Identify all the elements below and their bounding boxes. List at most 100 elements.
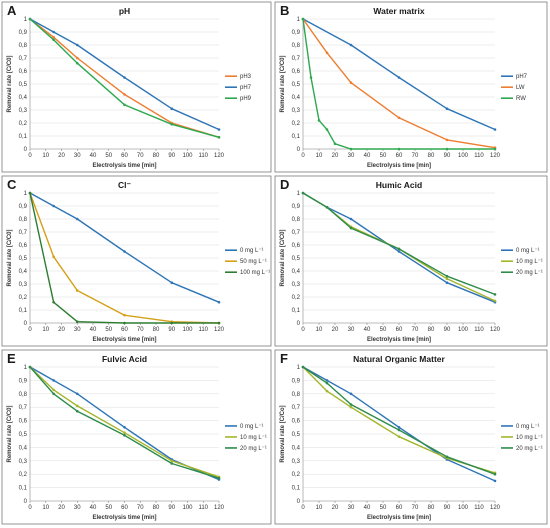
data-point	[349, 226, 353, 230]
x-tick-label: 80	[428, 327, 435, 333]
y-tick-label: 0,8	[19, 43, 28, 49]
data-point	[75, 404, 79, 408]
y-tick-label: 0,8	[19, 392, 28, 398]
data-point	[217, 300, 221, 304]
y-tick-label: 0,3	[19, 282, 28, 288]
y-tick-label: 0,4	[292, 269, 301, 275]
x-tick-label: 30	[348, 327, 355, 333]
chart-panel-f: F Natural Organic Matter 0 0,1 0,2 0,3 0,4 0,5 0…	[274, 349, 548, 525]
series-line	[29, 18, 220, 138]
y-tick-label: 0,7	[292, 56, 301, 62]
data-point	[325, 379, 329, 382]
chart-panel-d: D Humic Acid 0 0,1 0,2 0,3 0,4 0,5 0,6 0,7 0,8 0,9 1…	[274, 175, 548, 347]
x-tick-label: 60	[396, 327, 403, 333]
data-point	[52, 300, 55, 304]
chart-panel-b: B Water matrix 0 0,1 0,2 0,3 0,4 0,5 0,6 0,7 0,8 0,…	[274, 1, 548, 173]
x-tick-label: 40	[364, 327, 371, 333]
data-point	[52, 35, 55, 39]
chart-panel-c: C Cl⁻00,10,20,30,40,50,60,70,80,910 10 20 30…	[1, 175, 272, 347]
legend-label: pH3	[240, 74, 252, 80]
data-point	[52, 255, 55, 258]
y-tick-label: 0,3	[19, 108, 28, 114]
x-tick-label: 30	[74, 327, 81, 333]
x-tick-label: 0	[301, 153, 305, 159]
data-point	[349, 405, 353, 409]
data-point	[52, 30, 55, 34]
y-tick-label: 0,2	[292, 472, 301, 478]
data-point	[445, 138, 449, 142]
y-tick-label: 0,1	[19, 308, 28, 314]
x-tick-label: 10	[316, 327, 323, 333]
y-tick-label: 0,5	[19, 82, 28, 88]
x-tick-label: 30	[74, 153, 81, 159]
legend-label: 20 mg L⁻¹	[516, 446, 543, 452]
data-point	[75, 392, 79, 396]
x-tick-label: 60	[121, 153, 128, 159]
y-tick-label: 0,9	[292, 204, 301, 210]
x-tick-label: 10	[42, 505, 49, 511]
data-point	[75, 217, 79, 221]
series-line	[29, 366, 220, 481]
y-tick-label: 0,7	[19, 56, 28, 62]
x-tick-label: 10	[316, 153, 323, 159]
legend-label: 20 mg L⁻¹	[240, 446, 267, 452]
data-point	[325, 381, 329, 385]
x-tick-label: 80	[428, 153, 435, 159]
x-tick-label: 90	[168, 505, 175, 511]
y-tick-label: 0,5	[19, 256, 28, 262]
y-tick-label: 0,7	[19, 405, 28, 411]
x-tick-label: 100	[458, 327, 469, 333]
legend-label: 0 mg L⁻¹	[240, 424, 264, 430]
x-tick-label: 10	[42, 153, 49, 159]
data-point	[52, 388, 55, 392]
y-tick-label: 0,9	[292, 378, 301, 384]
data-point	[445, 107, 449, 110]
x-tick-label: 70	[137, 327, 144, 333]
x-tick-label: 100	[182, 327, 193, 333]
y-tick-label: 1	[24, 191, 28, 197]
data-point	[52, 379, 55, 382]
y-tick-label: 1	[24, 17, 28, 23]
x-tick-label: 30	[348, 153, 355, 159]
x-axis-label: Electrolysis time [min]	[92, 163, 156, 169]
legend-label: pH9	[240, 96, 252, 102]
y-tick-label: 0,3	[19, 459, 28, 465]
y-tick-label: 0,2	[19, 121, 28, 127]
x-tick-label: 100	[458, 153, 469, 159]
data-point	[493, 293, 497, 296]
y-tick-label: 0,8	[292, 217, 301, 223]
data-point	[397, 76, 401, 79]
x-tick-label: 70	[412, 327, 419, 333]
series-line	[302, 18, 496, 149]
x-tick-label: 120	[214, 327, 225, 333]
x-tick-label: 110	[474, 505, 484, 511]
data-point	[52, 38, 55, 42]
chart-title: pH	[119, 6, 130, 16]
data-point	[28, 191, 32, 195]
panel-letter: F	[280, 351, 288, 366]
y-tick-label: 0,5	[292, 432, 301, 438]
y-tick-label: 0,5	[292, 82, 301, 88]
y-tick-label: 0,1	[292, 308, 301, 314]
y-tick-label: 0,6	[19, 69, 28, 75]
x-tick-label: 90	[444, 505, 451, 511]
data-point	[170, 459, 174, 463]
x-tick-label: 100	[458, 505, 469, 511]
series-line	[29, 18, 220, 131]
data-point	[123, 434, 126, 437]
x-tick-label: 60	[121, 327, 128, 333]
data-point	[397, 116, 401, 120]
chart-title: Natural Organic Matter	[353, 354, 445, 364]
x-tick-label: 80	[153, 153, 160, 159]
legend-label: pH7	[240, 85, 252, 91]
data-point	[217, 476, 221, 480]
data-point	[445, 281, 449, 285]
series-line	[302, 192, 496, 296]
data-point	[493, 479, 497, 483]
data-point	[325, 206, 329, 209]
panel-frame	[1, 1, 272, 173]
y-tick-label: 0,7	[292, 405, 301, 411]
y-tick-label: 0,1	[292, 486, 301, 492]
x-tick-label: 40	[364, 153, 371, 159]
y-tick-label: 0,2	[19, 295, 28, 301]
